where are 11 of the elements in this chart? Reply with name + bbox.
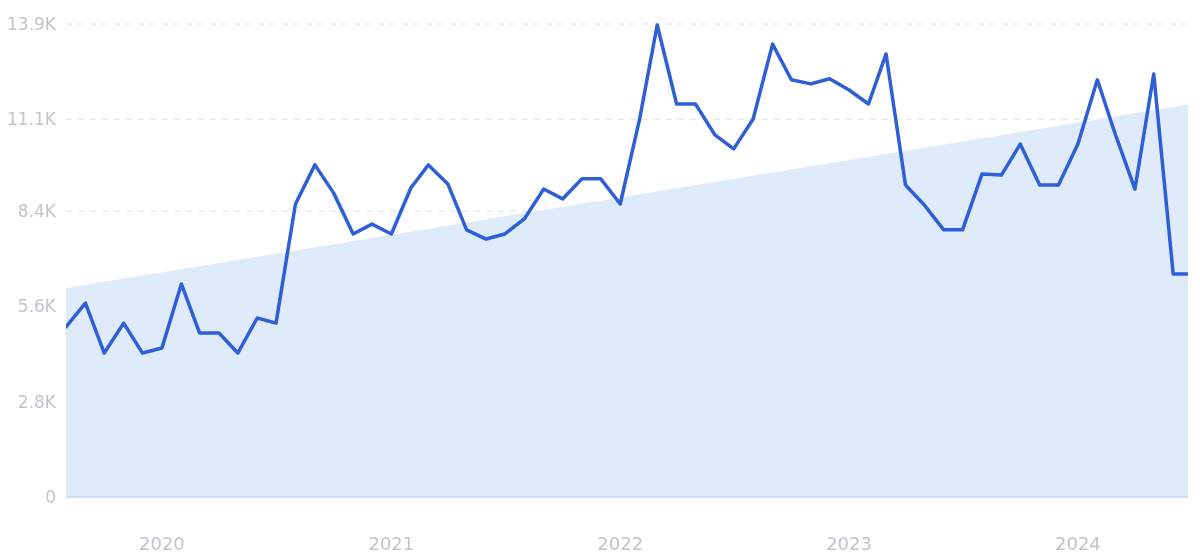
y-tick-label: 0 — [45, 486, 56, 507]
x-tick-label: 2020 — [139, 533, 185, 555]
y-tick-label: 8.4K — [17, 201, 57, 222]
x-tick-label: 2021 — [368, 533, 415, 555]
y-tick-label: 2.8K — [17, 391, 57, 412]
y-tick-label: 11.1K — [7, 109, 57, 130]
x-tick-label: 2023 — [826, 533, 872, 555]
x-tick-label: 2024 — [1054, 533, 1101, 555]
x-tick-label: 2022 — [597, 533, 644, 555]
y-tick-label: 5.6K — [17, 296, 57, 317]
y-tick-label: 13.9K — [7, 13, 57, 34]
